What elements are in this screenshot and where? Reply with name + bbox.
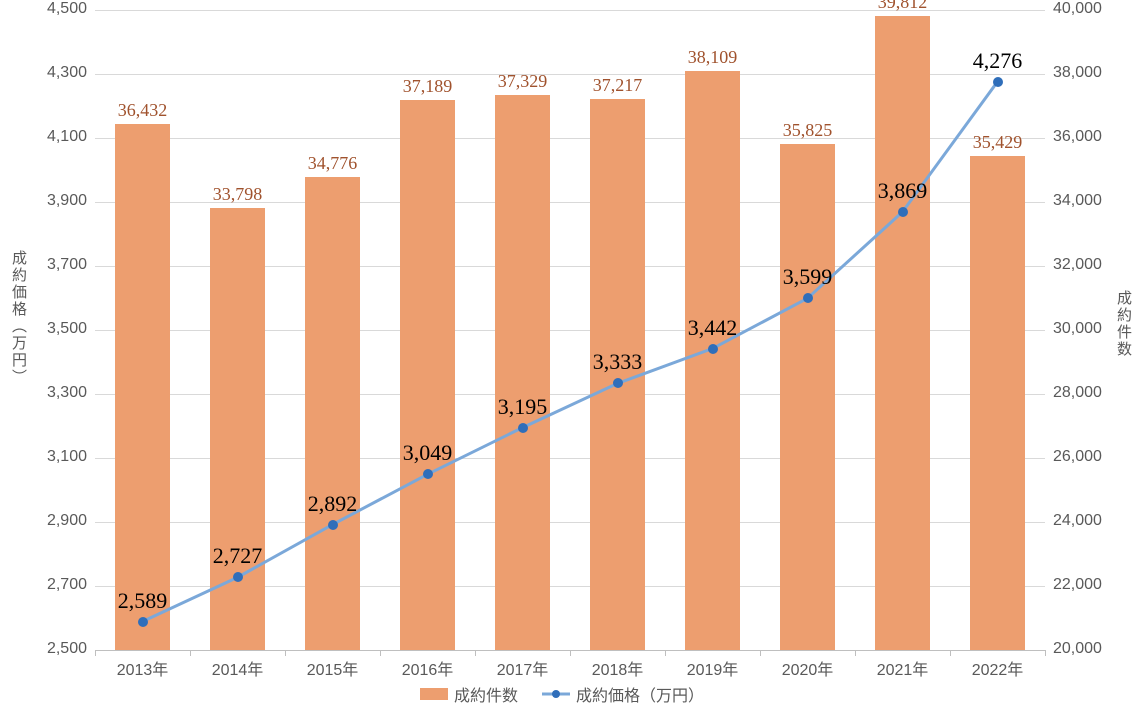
line-label: 3,195 bbox=[498, 394, 548, 420]
x-tick: 2018年 bbox=[570, 656, 665, 680]
line-marker bbox=[233, 572, 243, 582]
line-label: 3,599 bbox=[783, 264, 833, 290]
line-marker bbox=[328, 520, 338, 530]
y2-tick: 30,000 bbox=[1053, 320, 1113, 338]
bar bbox=[400, 100, 455, 650]
y1-tick: 3,900 bbox=[37, 192, 87, 210]
y1-tick: 4,100 bbox=[37, 128, 87, 146]
x-tick: 2022年 bbox=[950, 656, 1045, 680]
x-tickmark bbox=[475, 650, 476, 656]
line-marker bbox=[423, 469, 433, 479]
x-tickmark bbox=[665, 650, 666, 656]
legend-item-bars: 成約件数 bbox=[420, 682, 518, 706]
legend: 成約件数 成約価格（万円） bbox=[420, 682, 704, 706]
x-tickmark bbox=[570, 650, 571, 656]
bar-label: 34,776 bbox=[285, 153, 380, 174]
y1-tick: 3,300 bbox=[37, 384, 87, 402]
y2-tick: 32,000 bbox=[1053, 256, 1113, 274]
bar bbox=[210, 208, 265, 650]
line-label: 3,869 bbox=[878, 178, 928, 204]
line-label: 3,333 bbox=[593, 349, 643, 375]
y1-tick: 4,500 bbox=[37, 0, 87, 18]
legend-item-line: 成約価格（万円） bbox=[542, 682, 704, 706]
x-tickmark bbox=[1045, 650, 1046, 656]
y2-tick: 34,000 bbox=[1053, 192, 1113, 210]
x-tick: 2016年 bbox=[380, 656, 475, 680]
legend-label: 成約件数 bbox=[454, 682, 518, 706]
y1-tick: 2,500 bbox=[37, 640, 87, 658]
line-label: 3,049 bbox=[403, 440, 453, 466]
legend-swatch-icon bbox=[542, 688, 570, 700]
x-tick: 2017年 bbox=[475, 656, 570, 680]
y2-tick: 24,000 bbox=[1053, 512, 1113, 530]
y2-tick: 20,000 bbox=[1053, 640, 1113, 658]
bar-label: 35,429 bbox=[950, 132, 1045, 153]
y1-tick: 3,100 bbox=[37, 448, 87, 466]
y1-tick: 3,500 bbox=[37, 320, 87, 338]
line-label: 2,589 bbox=[118, 588, 168, 614]
line-marker bbox=[518, 423, 528, 433]
x-tick: 2019年 bbox=[665, 656, 760, 680]
y2-tick: 38,000 bbox=[1053, 64, 1113, 82]
x-tick: 2015年 bbox=[285, 656, 380, 680]
bar-label: 37,217 bbox=[570, 75, 665, 96]
x-tick: 2013年 bbox=[95, 656, 190, 680]
line-marker bbox=[613, 378, 623, 388]
y2-tick: 26,000 bbox=[1053, 448, 1113, 466]
line-marker bbox=[708, 344, 718, 354]
bar-label: 36,432 bbox=[95, 100, 190, 121]
y2-tick: 40,000 bbox=[1053, 0, 1113, 18]
legend-swatch-icon bbox=[420, 688, 448, 700]
y2-axis-label: 成約件数 bbox=[1113, 290, 1132, 358]
bar-label: 38,109 bbox=[665, 47, 760, 68]
bar-label: 37,189 bbox=[380, 76, 475, 97]
y2-tick: 36,000 bbox=[1053, 128, 1113, 146]
y1-tick: 2,700 bbox=[37, 576, 87, 594]
x-tickmark bbox=[285, 650, 286, 656]
x-tick: 2021年 bbox=[855, 656, 950, 680]
y1-tick: 2,900 bbox=[37, 512, 87, 530]
line-marker bbox=[993, 77, 1003, 87]
x-tick: 2014年 bbox=[190, 656, 285, 680]
y2-tick: 28,000 bbox=[1053, 384, 1113, 402]
bar-label: 39,812 bbox=[855, 0, 950, 13]
bar bbox=[685, 71, 740, 650]
bar bbox=[875, 16, 930, 650]
x-tick: 2020年 bbox=[760, 656, 855, 680]
y1-tick: 3,700 bbox=[37, 256, 87, 274]
combo-chart: 成約件数成約価格（万円） 成約価格（万円） 成約件数 2,50020,0002,… bbox=[0, 0, 1132, 715]
x-tickmark bbox=[855, 650, 856, 656]
x-tickmark bbox=[95, 650, 96, 656]
x-tickmark bbox=[190, 650, 191, 656]
line-marker bbox=[898, 207, 908, 217]
bar bbox=[970, 156, 1025, 650]
bar-label: 33,798 bbox=[190, 184, 285, 205]
line-marker bbox=[138, 617, 148, 627]
x-tickmark bbox=[950, 650, 951, 656]
line-label: 2,727 bbox=[213, 543, 263, 569]
bar bbox=[305, 177, 360, 650]
bar-label: 37,329 bbox=[475, 71, 570, 92]
line-label: 3,442 bbox=[688, 315, 738, 341]
bar-label: 35,825 bbox=[760, 120, 855, 141]
bar bbox=[495, 95, 550, 650]
x-tickmark bbox=[380, 650, 381, 656]
x-tickmark bbox=[760, 650, 761, 656]
line-marker bbox=[803, 293, 813, 303]
y1-tick: 4,300 bbox=[37, 64, 87, 82]
line-label: 2,892 bbox=[308, 491, 358, 517]
bar bbox=[115, 124, 170, 650]
y1-axis-label: 成約価格（万円） bbox=[8, 250, 29, 386]
y2-tick: 22,000 bbox=[1053, 576, 1113, 594]
legend-label: 成約価格（万円） bbox=[576, 682, 704, 706]
line-label: 4,276 bbox=[973, 48, 1023, 74]
bar bbox=[780, 144, 835, 650]
